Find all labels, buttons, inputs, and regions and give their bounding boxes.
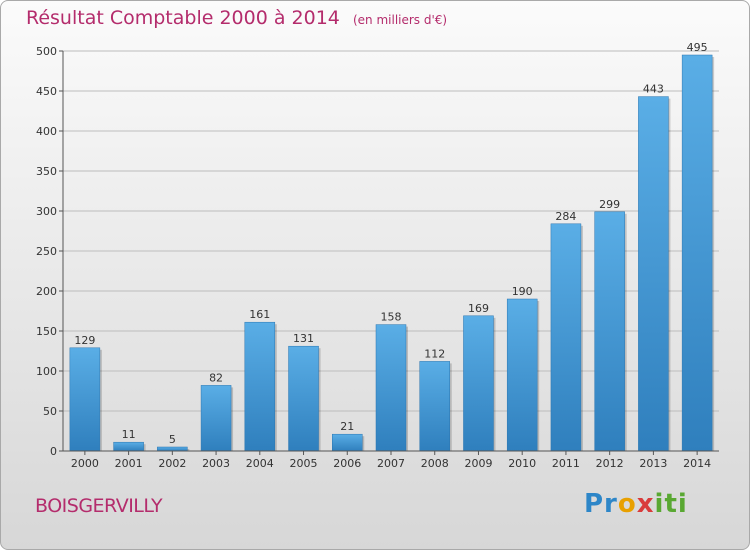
data-label: 299 xyxy=(599,198,620,211)
data-label: 11 xyxy=(122,428,136,441)
bar xyxy=(157,446,188,452)
bars-layer: 129 11 5 82 161 131 21 158 112 169 190 284 299 443 495 xyxy=(69,41,715,452)
x-tick-label: 2000 xyxy=(71,457,99,470)
data-label: 112 xyxy=(424,347,445,360)
bar xyxy=(332,433,363,452)
x-tick-label: 2003 xyxy=(202,457,230,470)
x-tick-label: 2009 xyxy=(464,457,492,470)
y-tick-label: 300 xyxy=(36,205,57,218)
x-tick-label: 2004 xyxy=(246,457,274,470)
y-tick-label: 200 xyxy=(36,285,57,298)
data-label: 443 xyxy=(643,83,664,96)
data-label: 190 xyxy=(512,285,533,298)
x-tick-label: 2005 xyxy=(290,457,318,470)
bar xyxy=(244,321,276,452)
y-tick-label: 0 xyxy=(50,445,57,458)
data-label: 169 xyxy=(468,302,489,315)
bar xyxy=(681,54,713,452)
bar xyxy=(550,223,582,452)
chart-title: Résultat Comptable 2000 à 2014 xyxy=(26,7,340,29)
x-tick-label: 2012 xyxy=(596,457,624,470)
y-tick-label: 100 xyxy=(36,365,57,378)
chart-subtitle: (en milliers d'€) xyxy=(352,13,448,27)
x-tick-label: 2001 xyxy=(115,457,143,470)
x-tick-label: 2014 xyxy=(683,457,711,470)
data-label: 5 xyxy=(169,433,176,446)
bar xyxy=(463,315,494,452)
x-tick-label: 2013 xyxy=(639,457,667,470)
bar xyxy=(200,385,232,452)
bar xyxy=(375,324,407,452)
x-tick-label: 2007 xyxy=(377,457,405,470)
bar xyxy=(594,211,625,452)
y-tick-label: 50 xyxy=(43,405,57,418)
x-tick-label: 2002 xyxy=(158,457,186,470)
data-label: 161 xyxy=(249,308,270,321)
data-label: 82 xyxy=(209,371,223,384)
x-tick-label: 2010 xyxy=(508,457,536,470)
y-tick-label: 250 xyxy=(36,245,57,258)
bar xyxy=(638,96,669,452)
y-tick-label: 500 xyxy=(36,45,57,58)
place-name: BOISGERVILLY xyxy=(35,495,163,517)
bar xyxy=(69,347,101,452)
data-label: 21 xyxy=(340,420,354,433)
x-tick-label: 2011 xyxy=(552,457,580,470)
data-label: 158 xyxy=(381,311,402,324)
data-label: 129 xyxy=(74,334,95,347)
bar xyxy=(113,441,144,452)
y-tick-label: 350 xyxy=(36,165,57,178)
y-tick-label: 150 xyxy=(36,325,57,338)
bar xyxy=(288,345,319,452)
proxiti-logo[interactable]: Proxiti xyxy=(584,489,688,519)
data-label: 284 xyxy=(555,210,576,223)
y-tick-label: 450 xyxy=(36,85,57,98)
data-label: 495 xyxy=(687,41,708,54)
axis-layer: 0 50 100 150 200 250 300 350 400 450 500 2000 2001 20… xyxy=(36,45,719,470)
bar xyxy=(506,298,538,452)
title-line: Résultat Comptable 2000 à 2014 (en milli… xyxy=(26,7,447,29)
y-tick-label: 400 xyxy=(36,125,57,138)
x-tick-label: 2008 xyxy=(421,457,449,470)
x-tick-label: 2006 xyxy=(333,457,361,470)
data-label: 131 xyxy=(293,332,314,345)
bar xyxy=(419,361,450,452)
